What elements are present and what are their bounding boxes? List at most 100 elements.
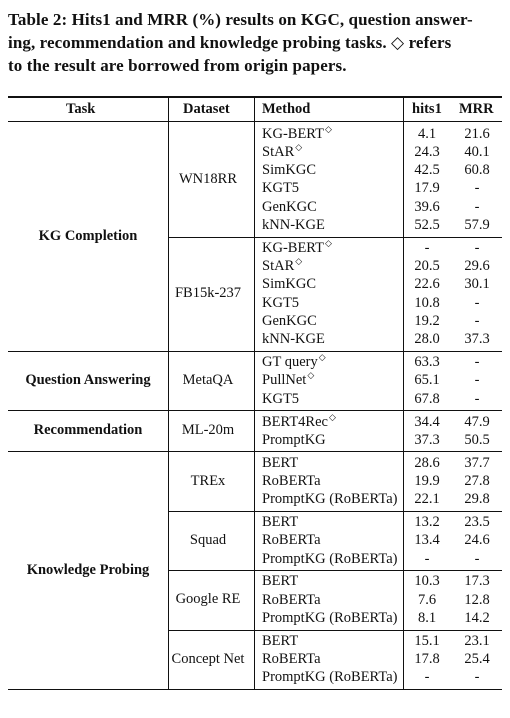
- method-cell: PromptKG (RoBERTa): [262, 490, 397, 509]
- method-cell: KGT5: [262, 294, 299, 313]
- method-cell: StAR◇: [262, 141, 303, 162]
- mrr-cell: 24.6: [464, 532, 490, 549]
- mrr-cell: 25.4: [464, 651, 490, 668]
- method-name: PromptKG (RoBERTa): [262, 669, 398, 686]
- method-cell: GT query◇: [262, 353, 326, 372]
- hits1-cell: 63.3: [414, 354, 440, 371]
- borrowed-marker: ◇: [318, 352, 326, 363]
- mrr-cell: 23.1: [464, 632, 490, 649]
- caption-line: to the result are borrowed from origin p…: [8, 56, 347, 75]
- method-cell: GenKGC: [262, 198, 317, 217]
- hits1-cell: 37.3: [414, 431, 440, 448]
- task-name: KG Completion: [38, 228, 138, 245]
- hits1-cell: 22.6: [414, 276, 440, 293]
- task-name: Recommendation: [33, 422, 143, 439]
- hits1-cell: 65.1: [414, 372, 440, 389]
- method-cell: SimKGC: [262, 161, 316, 180]
- borrowed-marker: ◇: [295, 141, 303, 152]
- borrowed-marker: ◇: [328, 411, 336, 422]
- hits1-cell: 28.0: [414, 331, 440, 348]
- hits1-cell: -: [424, 550, 430, 567]
- hits1-cell: 52.5: [414, 217, 440, 233]
- hits1-cell: 13.4: [414, 532, 440, 549]
- method-cell: SimKGC: [262, 275, 316, 294]
- header-mrr: MRR: [459, 101, 494, 117]
- column-divider: [254, 96, 255, 689]
- mrr-cell: 47.9: [464, 413, 490, 430]
- hits1-cell: 15.1: [414, 632, 440, 649]
- method-name: StAR: [262, 258, 295, 275]
- hits1-cell: -: [424, 239, 430, 256]
- hits1-cell: 13.2: [414, 514, 440, 530]
- method-name: BERT: [262, 573, 299, 590]
- method-cell: PromptKG: [262, 431, 326, 450]
- method-cell: kNN-KGE: [262, 216, 325, 235]
- method-name: kNN-KGE: [262, 331, 325, 348]
- method-name: GT query: [262, 354, 318, 371]
- method-cell: RoBERTa: [262, 472, 321, 491]
- header-method: Method: [262, 101, 311, 117]
- group-separator: [8, 350, 502, 352]
- dataset-name: WN18RR: [179, 170, 237, 187]
- mrr-cell: -: [474, 198, 480, 215]
- mrr-cell: -: [474, 390, 480, 407]
- hits1-cell: 34.4: [414, 413, 440, 430]
- dataset-name: Concept Net: [171, 650, 245, 667]
- method-cell: RoBERTa: [262, 591, 321, 610]
- method-cell: KG-BERT◇: [262, 124, 332, 144]
- mrr-cell: -: [474, 372, 480, 389]
- mrr-cell: 14.2: [464, 610, 490, 626]
- method-name: SimKGC: [262, 276, 316, 293]
- mrr-cell: 27.8: [464, 472, 490, 489]
- borrowed-marker: ◇: [307, 370, 315, 381]
- column-divider: [403, 96, 404, 689]
- hits1-cell: 19.2: [414, 313, 440, 329]
- hits1-cell: 7.6: [417, 591, 437, 608]
- method-cell: BERT: [262, 454, 298, 473]
- borrowed-marker: ◇: [295, 256, 303, 267]
- mrr-cell: 17.3: [464, 573, 490, 590]
- table-caption: Table 2: Hits1 and MRR (%) results on KG…: [8, 8, 504, 77]
- header-dataset: Dataset: [183, 101, 230, 117]
- caption-line: ing, recommendation and knowledge probin…: [8, 33, 452, 52]
- borrowed-marker: ◇: [324, 237, 332, 248]
- dataset-name: Google RE: [175, 591, 241, 608]
- header-hits1: hits1: [412, 101, 442, 117]
- hits1-cell: 42.5: [414, 162, 440, 179]
- mrr-cell: -: [474, 294, 480, 311]
- method-name: kNN-KGE: [262, 217, 325, 233]
- method-cell: KG-BERT◇: [262, 237, 332, 258]
- method-name: RoBERTa: [262, 532, 321, 549]
- hits1-cell: 10.3: [414, 573, 440, 590]
- mrr-cell: -: [474, 239, 480, 256]
- dataset-separator: [168, 510, 502, 512]
- mrr-cell: 40.1: [464, 143, 490, 160]
- mrr-cell: 29.6: [464, 258, 490, 275]
- hits1-cell: 17.8: [414, 651, 440, 668]
- dataset-name: TREx: [190, 472, 226, 489]
- task-name: Knowledge Probing: [26, 561, 150, 578]
- method-cell: BERT: [262, 513, 298, 532]
- method-name: PullNet: [262, 372, 307, 389]
- hits1-cell: 4.1: [417, 125, 437, 142]
- dataset-name: ML-20m: [181, 422, 235, 439]
- caption-line: Table 2: Hits1 and MRR (%) results on KG…: [8, 10, 473, 29]
- method-name: KG-BERT: [262, 239, 324, 256]
- hits1-cell: 10.8: [414, 294, 440, 311]
- method-name: BERT4Rec: [262, 413, 328, 430]
- dataset-separator: [168, 629, 502, 631]
- hits1-cell: 28.6: [414, 454, 440, 471]
- method-cell: StAR◇: [262, 257, 302, 276]
- method-cell: PromptKG (RoBERTa): [262, 550, 397, 569]
- hits1-cell: 19.9: [414, 472, 440, 489]
- method-name: PromptKG (RoBERTa): [262, 491, 398, 508]
- mrr-cell: 37.7: [464, 454, 490, 471]
- method-name: GenKGC: [262, 198, 317, 215]
- method-cell: PullNet◇: [262, 371, 314, 390]
- dataset-name: MetaQA: [182, 372, 234, 389]
- method-cell: kNN-KGE: [262, 330, 325, 349]
- method-cell: PromptKG (RoBERTa): [262, 609, 397, 628]
- mrr-cell: -: [474, 550, 480, 567]
- method-name: KGT5: [262, 390, 300, 407]
- hits1-cell: 22.1: [414, 491, 440, 508]
